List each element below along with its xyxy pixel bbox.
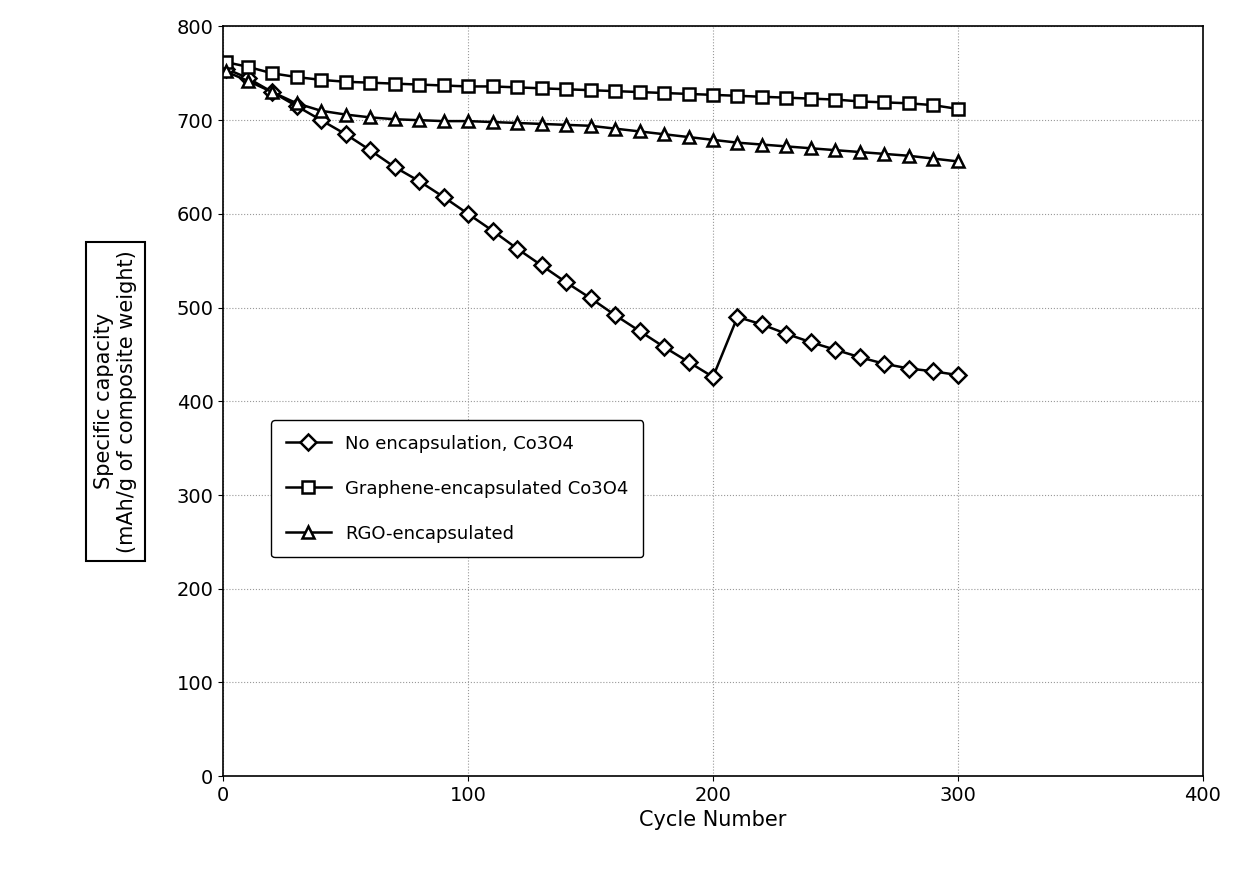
No encapsulation, Co3O4 [339, 129, 353, 139]
Graphene-encapsulated Co3O4 [828, 94, 843, 105]
RGO-encapsulated [510, 117, 525, 128]
Graphene-encapsulated Co3O4 [534, 83, 549, 93]
Graphene-encapsulated Co3O4 [950, 104, 965, 115]
RGO-encapsulated [485, 116, 500, 127]
Graphene-encapsulated Co3O4 [657, 87, 672, 98]
Graphene-encapsulated Co3O4 [730, 91, 745, 101]
Line: No encapsulation, Co3O4: No encapsulation, Co3O4 [219, 64, 963, 383]
RGO-encapsulated [339, 109, 353, 120]
RGO-encapsulated [314, 106, 329, 116]
Graphene-encapsulated Co3O4 [804, 93, 818, 104]
Graphene-encapsulated Co3O4 [265, 68, 280, 78]
Graphene-encapsulated Co3O4 [362, 78, 377, 88]
RGO-encapsulated [289, 98, 304, 108]
No encapsulation, Co3O4 [412, 176, 427, 186]
Graphene-encapsulated Co3O4 [387, 78, 402, 89]
No encapsulation, Co3O4 [754, 319, 769, 330]
No encapsulation, Co3O4 [804, 337, 818, 348]
No encapsulation, Co3O4 [583, 293, 598, 303]
No encapsulation, Co3O4 [362, 145, 377, 155]
No encapsulation, Co3O4 [681, 356, 696, 367]
RGO-encapsulated [460, 116, 475, 126]
Graphene-encapsulated Co3O4 [681, 88, 696, 99]
No encapsulation, Co3O4 [218, 64, 233, 74]
RGO-encapsulated [950, 156, 965, 167]
Graphene-encapsulated Co3O4 [289, 71, 304, 82]
RGO-encapsulated [706, 135, 720, 146]
Line: RGO-encapsulated: RGO-encapsulated [219, 66, 963, 167]
RGO-encapsulated [412, 115, 427, 125]
No encapsulation, Co3O4 [853, 352, 868, 363]
X-axis label: Cycle Number: Cycle Number [640, 811, 786, 831]
No encapsulation, Co3O4 [534, 260, 549, 271]
RGO-encapsulated [534, 118, 549, 129]
No encapsulation, Co3O4 [706, 371, 720, 382]
No encapsulation, Co3O4 [608, 310, 622, 320]
RGO-encapsulated [436, 116, 451, 126]
No encapsulation, Co3O4 [657, 341, 672, 352]
Line: Graphene-encapsulated Co3O4: Graphene-encapsulated Co3O4 [219, 56, 963, 115]
No encapsulation, Co3O4 [436, 191, 451, 202]
Graphene-encapsulated Co3O4 [754, 92, 769, 102]
Graphene-encapsulated Co3O4 [877, 97, 892, 108]
RGO-encapsulated [853, 146, 868, 157]
Graphene-encapsulated Co3O4 [926, 100, 941, 110]
RGO-encapsulated [583, 121, 598, 131]
No encapsulation, Co3O4 [387, 161, 402, 172]
RGO-encapsulated [681, 131, 696, 142]
Graphene-encapsulated Co3O4 [632, 86, 647, 97]
Graphene-encapsulated Co3O4 [901, 98, 916, 108]
No encapsulation, Co3O4 [877, 359, 892, 370]
RGO-encapsulated [218, 66, 233, 77]
RGO-encapsulated [779, 141, 794, 152]
No encapsulation, Co3O4 [950, 370, 965, 380]
Graphene-encapsulated Co3O4 [314, 75, 329, 86]
No encapsulation, Co3O4 [828, 345, 843, 355]
Graphene-encapsulated Co3O4 [339, 77, 353, 87]
Graphene-encapsulated Co3O4 [558, 84, 573, 94]
Graphene-encapsulated Co3O4 [779, 93, 794, 103]
No encapsulation, Co3O4 [265, 86, 280, 97]
RGO-encapsulated [754, 139, 769, 150]
RGO-encapsulated [730, 138, 745, 148]
RGO-encapsulated [657, 129, 672, 139]
Graphene-encapsulated Co3O4 [218, 56, 233, 67]
Graphene-encapsulated Co3O4 [412, 79, 427, 90]
Graphene-encapsulated Co3O4 [460, 81, 475, 92]
No encapsulation, Co3O4 [926, 366, 941, 377]
No encapsulation, Co3O4 [314, 115, 329, 125]
No encapsulation, Co3O4 [460, 208, 475, 219]
Legend: No encapsulation, Co3O4, Graphene-encapsulated Co3O4, RGO-encapsulated: No encapsulation, Co3O4, Graphene-encaps… [272, 420, 644, 557]
No encapsulation, Co3O4 [901, 363, 916, 374]
RGO-encapsulated [265, 86, 280, 97]
Graphene-encapsulated Co3O4 [241, 62, 255, 72]
RGO-encapsulated [804, 143, 818, 153]
Graphene-encapsulated Co3O4 [853, 96, 868, 107]
Graphene-encapsulated Co3O4 [485, 81, 500, 92]
RGO-encapsulated [877, 148, 892, 159]
RGO-encapsulated [901, 151, 916, 161]
RGO-encapsulated [241, 76, 255, 86]
RGO-encapsulated [828, 145, 843, 155]
RGO-encapsulated [387, 114, 402, 124]
RGO-encapsulated [608, 123, 622, 134]
No encapsulation, Co3O4 [730, 311, 745, 322]
RGO-encapsulated [632, 126, 647, 137]
No encapsulation, Co3O4 [485, 226, 500, 236]
No encapsulation, Co3O4 [289, 101, 304, 111]
No encapsulation, Co3O4 [558, 277, 573, 288]
No encapsulation, Co3O4 [241, 72, 255, 83]
No encapsulation, Co3O4 [632, 325, 647, 336]
Graphene-encapsulated Co3O4 [706, 90, 720, 101]
RGO-encapsulated [362, 112, 377, 123]
Graphene-encapsulated Co3O4 [583, 85, 598, 95]
Graphene-encapsulated Co3O4 [510, 82, 525, 93]
Graphene-encapsulated Co3O4 [436, 80, 451, 91]
No encapsulation, Co3O4 [779, 328, 794, 339]
Graphene-encapsulated Co3O4 [608, 86, 622, 96]
RGO-encapsulated [558, 120, 573, 131]
RGO-encapsulated [926, 153, 941, 164]
No encapsulation, Co3O4 [510, 243, 525, 254]
Text: Specific capacity
(mAh/g of composite weight): Specific capacity (mAh/g of composite we… [94, 250, 138, 553]
